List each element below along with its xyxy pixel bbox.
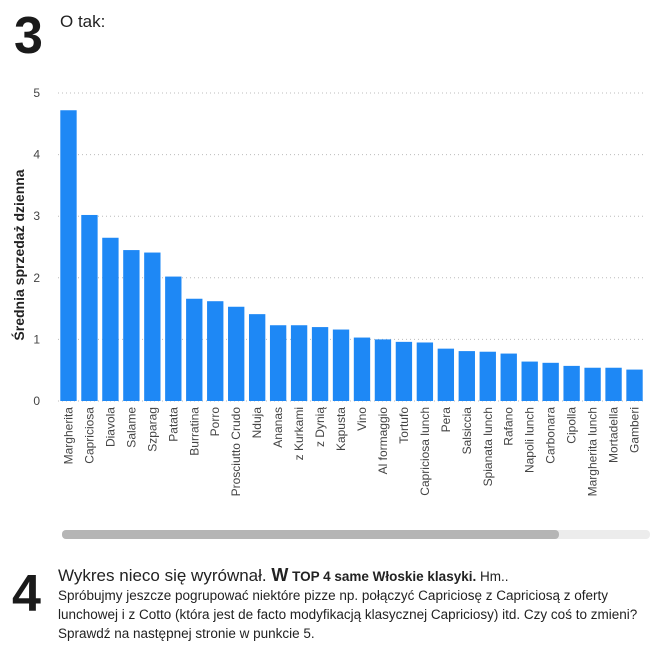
bar[interactable] [165,276,182,401]
x-tick-label: Gamberi [628,407,642,453]
bar[interactable] [60,110,77,402]
x-tick-label: z Kurkami [292,407,306,460]
x-tick-label: Napoli lunch [523,407,537,473]
bar[interactable] [542,362,559,401]
y-tick-label: 4 [33,148,40,162]
step-number-3: 3 [14,7,43,65]
x-tick-label: Salame [124,407,138,448]
bar[interactable] [416,342,434,401]
x-tick-label: Tortufo [397,407,411,444]
section-3-heading: O tak: [60,12,106,31]
x-tick-label: Burratina [187,407,201,456]
x-tick-label: Al formaggio [376,407,390,475]
x-tick-label: z Dynią [313,407,327,447]
x-tick-label: Cipolla [565,407,579,444]
y-axis-ticks: 0 1 2 3 4 5 [33,86,40,408]
bar[interactable] [102,237,119,401]
bar[interactable] [81,214,98,401]
x-tick-label: Margherita [61,407,75,465]
x-tick-label: Porro [208,407,222,437]
x-axis-ticks: Margherita Capriciosa Diavola Salame Szparag… [61,407,641,497]
x-tick-label: Pera [439,407,453,433]
x-tick-label: Prosciutto Crudo [229,407,243,497]
bar[interactable] [374,339,392,401]
bar[interactable] [207,301,224,401]
x-tick-label: Carbonara [544,407,558,464]
bar[interactable] [228,306,245,401]
bar[interactable] [584,367,601,401]
section-4-body: Spróbujmy jeszcze pogrupować niektóre pi… [58,588,638,641]
x-tick-label: Vino [355,407,369,431]
bar[interactable] [458,351,475,401]
x-tick-label: Salsiccia [460,407,474,455]
x-tick-label: Spianata lunch [481,407,495,486]
bar[interactable] [332,329,350,401]
x-tick-label: Capriciosa lunch [418,407,432,496]
x-tick-label: Ananas [271,407,285,448]
horizontal-scrollbar[interactable] [62,530,650,539]
bar[interactable] [144,252,161,401]
section-4-bold: TOP 4 same Włoskie klasyki. [288,569,477,584]
x-tick-label: Capriciosa [82,407,96,464]
bar[interactable] [605,367,622,401]
x-tick-label: Nduja [250,407,264,439]
bar[interactable] [626,369,643,401]
bars [60,110,643,402]
bar[interactable] [290,325,308,401]
y-axis-label: Średnia sprzedaż dzienna [10,169,27,340]
section-4-text: Wykres nieco się wyrównał. W TOP 4 same … [58,566,638,643]
y-tick-label: 0 [33,394,40,408]
bar[interactable] [248,314,266,401]
bar[interactable] [353,337,371,401]
section-4-hm: Hm.. [476,569,509,584]
bar[interactable] [395,341,413,401]
x-tick-label: Szparag [145,407,159,452]
bar[interactable] [500,353,517,401]
section-4-w: W [271,565,289,585]
x-tick-label: Kapusta [334,407,348,451]
y-tick-label: 1 [33,332,40,346]
x-tick-label: Diavola [103,407,117,447]
x-tick-label: Margherita lunch [586,407,600,496]
bar[interactable] [123,250,140,401]
section-4-lead: Wykres nieco się wyrównał. [58,566,272,585]
bar[interactable] [563,365,580,401]
bar[interactable] [186,298,203,401]
x-tick-label: Patata [166,407,180,442]
bar[interactable] [269,325,287,401]
y-tick-label: 5 [33,86,40,100]
y-tick-label: 2 [33,271,40,285]
x-tick-label: Mortadella [607,407,621,463]
scrollbar-thumb[interactable] [62,530,559,539]
step-number-4: 4 [12,565,41,623]
bar-chart: 0 1 2 3 4 5 Średnia sprzedaż dzienna Margheri… [10,86,645,497]
bar[interactable] [479,351,496,401]
bar[interactable] [311,327,329,401]
bar[interactable] [521,361,538,401]
bar[interactable] [437,348,455,401]
x-tick-label: Rafano [502,407,516,446]
y-tick-label: 3 [33,209,40,223]
